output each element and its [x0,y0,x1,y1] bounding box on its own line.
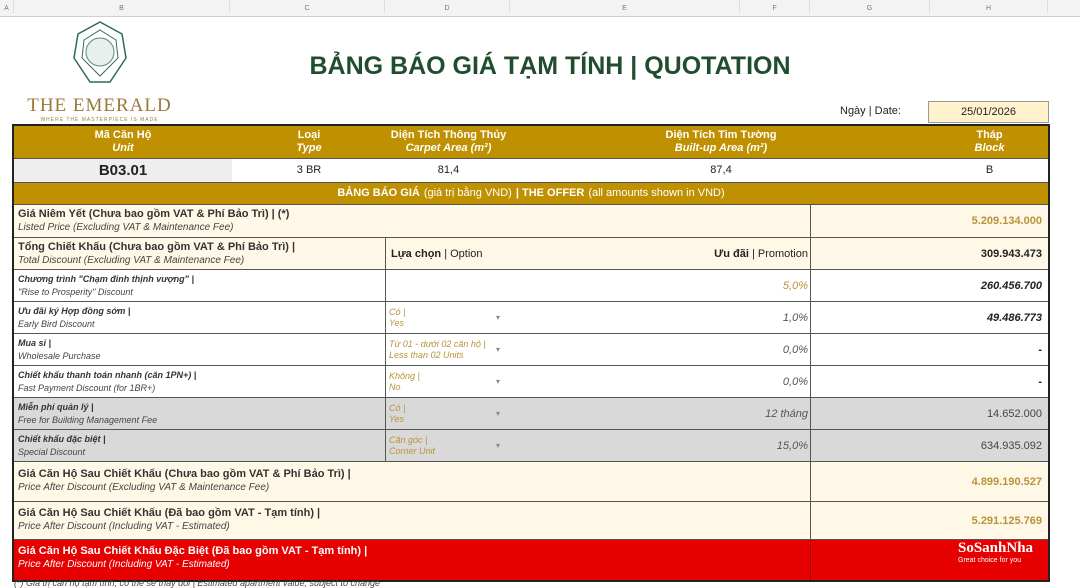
discount-value[interactable]: 49.486.773 [986,311,1042,324]
header-builtup-area: Diện Tích Tim Tường Built-up Area (m²) [665,129,777,154]
logo: THE EMERALD WHERE THE MASTERPIECE IS MAD… [22,20,177,123]
unit-header-row: Mã Căn Hộ Unit Loại Type Diện Tích Thông T… [14,126,1048,159]
offer-note-vi: (giá trị bằng VND) [423,187,512,199]
total-discount-value[interactable]: 309.943.473 [980,247,1042,260]
discount-option-dropdown[interactable]: Căn góc | Corner Unit [389,434,436,456]
header-block: Tháp Block [974,129,1005,154]
column-header[interactable]: B [14,0,230,13]
offer-band: BẢNG BÁO GIÁ (giá trị bằng VND) | THE OFFE… [14,183,1048,205]
discount-label: Chương trình "Chạm đỉnh thịnh vượng" | "R… [14,270,386,301]
column-header[interactable]: F [740,0,810,13]
discount-option-dropdown[interactable]: Từ 01 - dưới 02 căn hộ | Less than 02 Uni… [389,338,486,360]
price-after-discount-excl-value[interactable]: 4.899.190.527 [971,475,1042,488]
discount-value[interactable]: - [1038,375,1042,388]
emerald-gem-icon [72,21,127,83]
price-after-discount-incl-label: Giá Căn Hộ Sau Chiết Khấu (Đã bao gồm VA… [14,502,811,539]
discount-row: Chiết khấu đặc biệt | Special Discount Că… [14,430,1048,462]
discount-percent[interactable]: 12 tháng [765,407,808,420]
column-header[interactable]: E [510,0,740,13]
price-after-discount-excl-row: Giá Căn Hộ Sau Chiết Khấu (Chưa bao gồm … [14,462,1048,502]
discount-value[interactable]: 260.456.700 [980,279,1042,292]
promotion-heading: Ưu đãi | Promotion [714,247,808,260]
carpet-area[interactable]: 81,4 [437,164,460,176]
price-after-special-discount-label: Giá Căn Hộ Sau Chiết Khấu Đặc Biệt (Đã b… [14,540,811,580]
price-after-special-discount-row: Giá Căn Hộ Sau Chiết Khấu Đặc Biệt (Đã b… [14,540,1048,580]
discount-value[interactable]: - [1038,343,1042,356]
listed-price-value[interactable]: 5.209.134.000 [971,215,1042,227]
header-unit: Mã Căn Hộ Unit [94,129,152,154]
discount-value[interactable]: 634.935.092 [980,439,1042,452]
price-after-discount-excl-label: Giá Căn Hộ Sau Chiết Khấu (Chưa bao gồm … [14,462,811,501]
date-cell[interactable]: 25/01/2026 [928,101,1049,123]
discount-row: Miễn phí quản lý | Free for Building Mana… [14,398,1048,430]
discount-option-dropdown[interactable]: Có | Yes [389,306,406,328]
listed-price-label: Giá Niêm Yết (Chưa bao gồm VAT & Phí Bảo… [14,205,811,237]
discount-row: Mua sỉ | Wholesale Purchase Từ 01 - dưới … [14,334,1048,366]
discount-label: Chiết khấu thanh toán nhanh (căn 1PN+) |… [14,366,386,397]
discount-percent[interactable]: 0,0% [782,375,808,388]
chevron-down-icon[interactable]: ▾ [496,409,501,418]
listed-price-row: Giá Niêm Yết (Chưa bao gồm VAT & Phí Bảo… [14,205,1048,238]
chevron-down-icon[interactable]: ▾ [496,441,501,450]
discount-label: Mua sỉ | Wholesale Purchase [14,334,386,365]
brand-name: THE EMERALD [27,95,172,116]
offer-title-vi: BẢNG BÁO GIÁ [337,187,420,199]
quotation-table: Mã Căn Hộ Unit Loại Type Diện Tích Thông T… [12,124,1050,582]
page-title: BẢNG BÁO GIÁ TẠM TÍNH | QUOTATION [309,52,791,80]
date-label: Ngày | Date: [840,105,901,117]
discount-label: Ưu đãi ký Hợp đồng sớm | Early Bird Disco… [14,302,386,333]
block[interactable]: B [985,164,994,176]
column-header[interactable]: G [810,0,930,13]
offer-title-en: | THE OFFER [515,187,585,199]
header-type: Loại Type [296,129,322,154]
column-header[interactable]: C [230,0,385,13]
unit-type[interactable]: 3 BR [296,164,322,176]
column-header[interactable]: H [930,0,1048,13]
unit-code[interactable]: B03.01 [14,159,232,182]
unit-value-row: B03.01 3 BR 81,4 87,4 B [14,159,1048,183]
discount-percent[interactable]: 0,0% [782,343,808,356]
price-after-discount-incl-row: Giá Căn Hộ Sau Chiết Khấu (Đã bao gồm VA… [14,502,1048,540]
discount-row: Chương trình "Chạm đỉnh thịnh vượng" | "R… [14,270,1048,302]
discount-option-dropdown[interactable]: Không | No [389,370,420,392]
column-headers: A B C D E F G H [0,0,1080,17]
footnote: (*) Giá trị căn hộ tạm tính, có thể sẽ t… [14,578,381,588]
discount-value[interactable]: 14.652.000 [986,407,1042,420]
option-heading: Lựa chọn | Option [391,247,483,260]
total-discount-row: Tổng Chiết Khấu (Chưa bao gồm VAT & Phí … [14,238,1048,270]
discount-percent[interactable]: 5,0% [782,279,808,292]
discount-row: Chiết khấu thanh toán nhanh (căn 1PN+) |… [14,366,1048,398]
chevron-down-icon[interactable]: ▾ [496,345,501,354]
builtup-area[interactable]: 87,4 [710,164,732,176]
brand-tagline: WHERE THE MASTERPIECE IS MADE [40,117,159,123]
discount-label: Miễn phí quản lý | Free for Building Mana… [14,398,386,429]
price-after-discount-incl-value[interactable]: 5.291.125.769 [971,514,1042,527]
chevron-down-icon[interactable]: ▾ [496,377,501,386]
watermark: SoSanhNha Great choice for you [958,540,1034,564]
header-carpet-area: Diện Tích Thông Thủy Carpet Area (m²) [390,129,507,154]
total-discount-label: Tổng Chiết Khấu (Chưa bao gồm VAT & Phí … [14,238,386,269]
discount-option-dropdown[interactable]: Có | Yes [389,402,406,424]
discount-option-dropdown[interactable] [386,283,496,289]
discount-row: Ưu đãi ký Hợp đồng sớm | Early Bird Disco… [14,302,1048,334]
chevron-down-icon[interactable]: ▾ [496,313,501,322]
column-header[interactable]: D [385,0,510,13]
discount-percent[interactable]: 15,0% [776,439,808,452]
column-header[interactable]: A [0,0,14,13]
offer-note-en: (all amounts shown in VND) [588,187,725,199]
discount-percent[interactable]: 1,0% [782,311,808,324]
discount-label: Chiết khấu đặc biệt | Special Discount [14,430,386,461]
